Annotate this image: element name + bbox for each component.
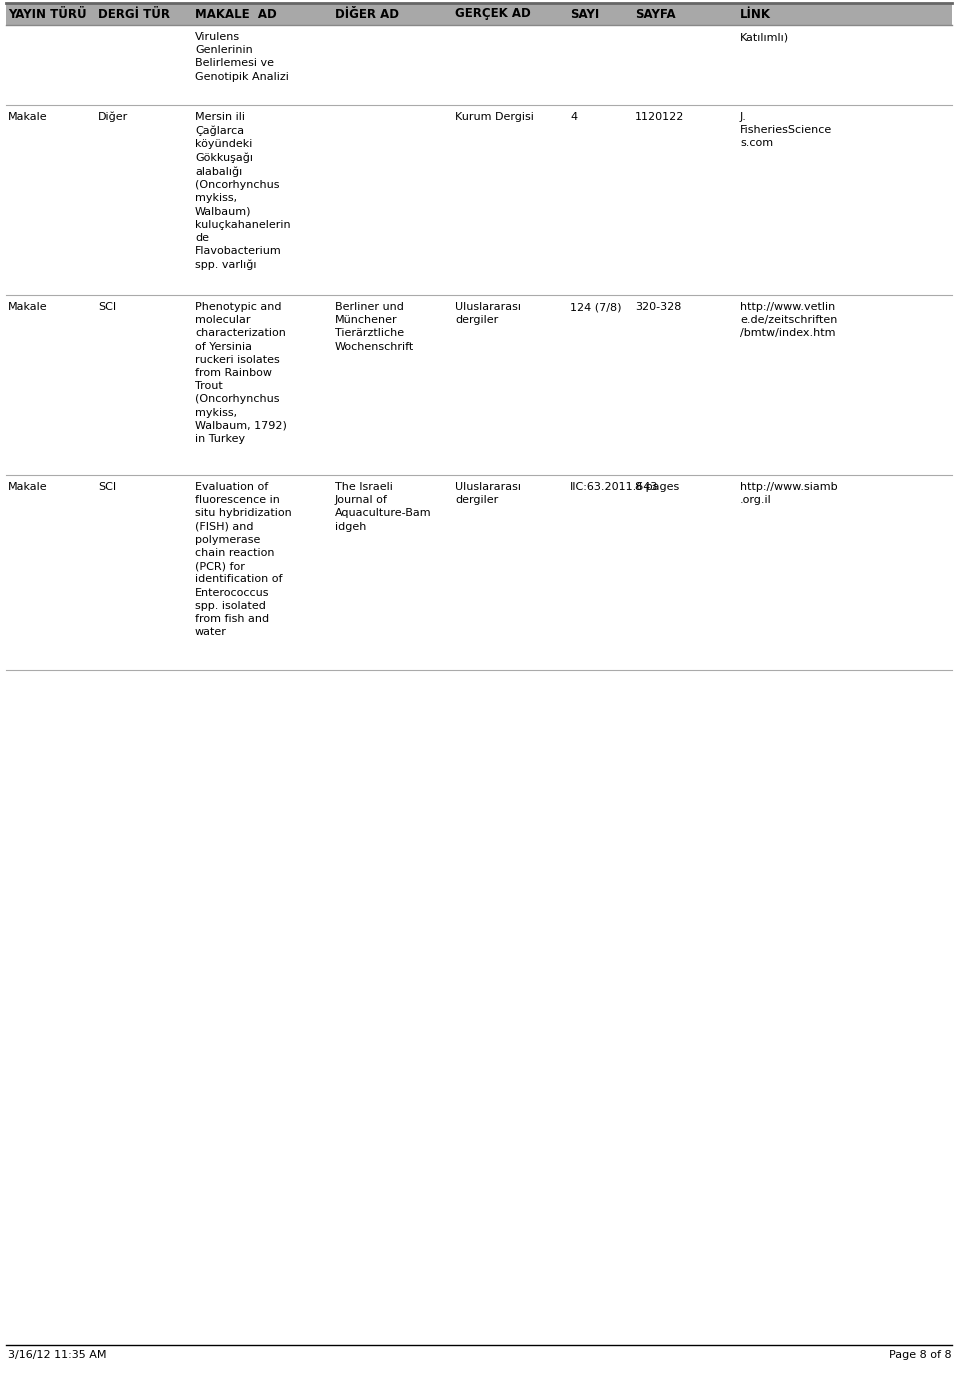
- Text: The Israeli
Journal of
Aquaculture-Bam
idgeh: The Israeli Journal of Aquaculture-Bam i…: [335, 483, 432, 531]
- Text: Virulens
Genlerinin
Belirlemesi ve
Genotipik Analizi: Virulens Genlerinin Belirlemesi ve Genot…: [195, 32, 289, 82]
- Text: YAYIN TÜRÜ: YAYIN TÜRÜ: [8, 7, 86, 21]
- Text: http://www.vetlin
e.de/zeitschriften
/bmtw/index.htm: http://www.vetlin e.de/zeitschriften /bm…: [740, 301, 837, 339]
- Text: IIC:63.2011.643: IIC:63.2011.643: [570, 483, 659, 492]
- Text: DİĞER AD: DİĞER AD: [335, 7, 399, 21]
- Text: Berliner und
Münchener
Tierärztliche
Wochenschrift: Berliner und Münchener Tierärztliche Woc…: [335, 301, 415, 351]
- Text: 3/16/12 11:35 AM: 3/16/12 11:35 AM: [8, 1350, 107, 1359]
- Text: Makale: Makale: [8, 483, 48, 492]
- Text: Mersin ili
Çağlarca
köyündeki
Gökkuşağı
alabalığı
(Oncorhynchus
mykiss,
Walbaum): Mersin ili Çağlarca köyündeki Gökkuşağı …: [195, 112, 291, 270]
- Text: SCI: SCI: [98, 301, 116, 313]
- Text: SAYI: SAYI: [570, 7, 599, 21]
- Text: Uluslararası
dergiler: Uluslararası dergiler: [455, 301, 521, 325]
- Text: Uluslararası
dergiler: Uluslararası dergiler: [455, 483, 521, 505]
- Text: http://www.siamb
.org.il: http://www.siamb .org.il: [740, 483, 838, 505]
- Text: Katılımlı): Katılımlı): [740, 32, 789, 41]
- Text: 8 pages: 8 pages: [635, 483, 680, 492]
- Text: Page 8 of 8: Page 8 of 8: [889, 1350, 952, 1359]
- Text: Makale: Makale: [8, 301, 48, 313]
- Text: J.
FisheriesScience
s.com: J. FisheriesScience s.com: [740, 112, 832, 148]
- Text: 320-328: 320-328: [635, 301, 682, 313]
- Text: Diğer: Diğer: [98, 112, 129, 123]
- Text: MAKALE  AD: MAKALE AD: [195, 7, 276, 21]
- Text: 124 (7/8): 124 (7/8): [570, 301, 621, 313]
- Text: SCI: SCI: [98, 483, 116, 492]
- Text: Kurum Dergisi: Kurum Dergisi: [455, 112, 534, 122]
- Bar: [6, 3, 952, 25]
- Text: 4: 4: [570, 112, 577, 122]
- Text: LİNK: LİNK: [740, 7, 771, 21]
- Text: Makale: Makale: [8, 112, 48, 122]
- Text: DERGİ TÜR: DERGİ TÜR: [98, 7, 170, 21]
- Text: GERÇEK AD: GERÇEK AD: [455, 7, 531, 21]
- Text: SAYFA: SAYFA: [635, 7, 676, 21]
- Text: 1120122: 1120122: [635, 112, 684, 122]
- Text: Phenotypic and
molecular
characterization
of Yersinia
ruckeri isolates
from Rain: Phenotypic and molecular characterizatio…: [195, 301, 287, 444]
- Text: Evaluation of
fluorescence in
situ hybridization
(FISH) and
polymerase
chain rea: Evaluation of fluorescence in situ hybri…: [195, 483, 292, 638]
